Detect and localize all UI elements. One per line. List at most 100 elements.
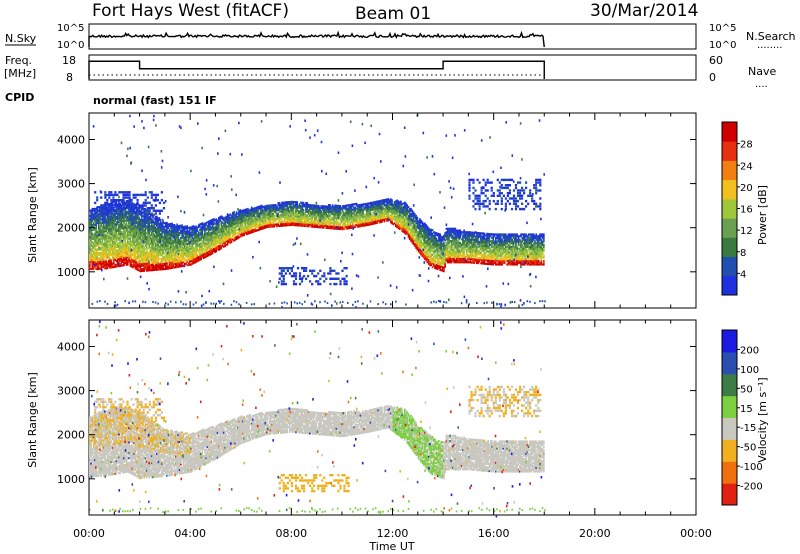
scatter-cell: [239, 224, 242, 228]
scatter-cell: [381, 199, 383, 202]
scatter-cell: [302, 212, 305, 215]
scatter-cell: [124, 232, 127, 235]
scatter-cell: [214, 231, 216, 234]
scatter-cell: [416, 241, 419, 244]
scatter-cell: [102, 242, 105, 246]
scatter-cell: [154, 263, 157, 266]
scatter-cell: [90, 229, 92, 232]
scatter-cell: [220, 225, 223, 229]
scatter-cell: [130, 224, 133, 227]
scatter-cell: [137, 233, 139, 236]
scatter-cell: [314, 211, 316, 214]
scatter-cell: [135, 266, 138, 269]
scatter-cell: [180, 240, 182, 243]
scatter-cell: [407, 227, 410, 230]
scatter-cell: [237, 228, 239, 231]
scatter-cell: [201, 232, 204, 235]
scatter-cell: [185, 230, 187, 233]
scatter-cell: [352, 219, 354, 222]
scatter-cell: [431, 246, 434, 249]
scatter-cell: [140, 232, 143, 236]
scatter-cell: [262, 209, 264, 212]
scatter-cell: [151, 228, 153, 231]
scatter-cell: [116, 208, 119, 211]
scatter-cell: [233, 214, 235, 217]
scatter-cell: [113, 253, 115, 256]
nave-legend: ....: [755, 79, 768, 90]
scatter-cell: [401, 229, 404, 232]
scatter-cell: [173, 232, 176, 235]
scatter-cell: [240, 213, 243, 216]
scatter-cell: [159, 236, 162, 239]
scatter-cell: [359, 214, 362, 217]
scatter-cell: [216, 223, 219, 226]
scatter-cell: [421, 244, 424, 247]
scatter-cell: [180, 263, 182, 266]
scatter-cell: [199, 257, 201, 260]
scatter-cell: [426, 248, 429, 251]
scatter-cell: [119, 245, 122, 248]
scatter-cell: [188, 249, 191, 252]
scatter-cell: [111, 223, 114, 226]
scatter-cell: [364, 208, 367, 211]
scatter-cell: [219, 247, 221, 251]
scatter-cell: [235, 211, 238, 214]
scatter-cell: [352, 217, 354, 220]
scatter-cell: [120, 261, 123, 264]
scatter-cell: [164, 264, 167, 267]
scatter-cell: [142, 227, 144, 230]
scatter-cell: [142, 208, 144, 211]
scatter-cell: [182, 250, 185, 253]
scatter-cell: [91, 234, 94, 237]
scatter-cell: [240, 225, 243, 229]
scatter-cell: [384, 204, 387, 207]
scatter-cell: [90, 214, 92, 218]
scatter-cell: [187, 239, 190, 242]
scatter-cell: [166, 235, 168, 239]
scatter-cell: [206, 237, 209, 240]
scatter-cell: [196, 228, 199, 231]
scatter-cell: [183, 231, 186, 234]
scatter-cell: [138, 262, 140, 265]
scatter-cell: [422, 240, 425, 243]
scatter-cell: [240, 217, 243, 220]
scatter-cell: [396, 218, 398, 222]
scatter-cell: [376, 204, 378, 207]
scatter-cell: [137, 208, 139, 211]
scatter-cell: [410, 239, 412, 242]
scatter-cell: [325, 216, 328, 219]
scatter-cell: [234, 236, 237, 240]
scatter-cell: [226, 229, 229, 232]
scatter-cell: [140, 241, 143, 244]
scatter-cell: [128, 242, 130, 246]
scatter-cell: [271, 206, 273, 209]
scatter-cell: [164, 246, 167, 249]
scatter-cell: [229, 241, 232, 244]
scatter-cell: [395, 200, 397, 203]
scatter-cell: [212, 221, 215, 224]
scatter-cell: [99, 239, 101, 242]
scatter-cell: [430, 263, 433, 267]
scatter-cell: [96, 218, 99, 221]
scatter-cell: [138, 204, 140, 207]
scatter-cell: [94, 253, 96, 256]
scatter-cell: [121, 246, 124, 249]
scatter-cell: [331, 225, 334, 228]
scatter-cell: [130, 233, 133, 236]
scatter-cell: [333, 211, 335, 214]
scatter-cell: [355, 222, 358, 225]
scatter-cell: [331, 213, 334, 216]
scatter-cell: [148, 211, 151, 214]
scatter-cell: [296, 222, 299, 225]
scatter-cell: [343, 206, 345, 209]
scatter-cell: [407, 206, 410, 209]
scatter-cell: [416, 227, 419, 230]
scatter-cell: [201, 250, 204, 253]
scatter-cell: [118, 231, 120, 234]
scatter-cell: [140, 239, 143, 243]
scatter-cell: [391, 218, 393, 221]
scatter-cell: [157, 263, 159, 266]
scatter-cell: [153, 221, 156, 224]
scatter-cell: [223, 240, 225, 243]
scatter-cell: [133, 224, 135, 227]
